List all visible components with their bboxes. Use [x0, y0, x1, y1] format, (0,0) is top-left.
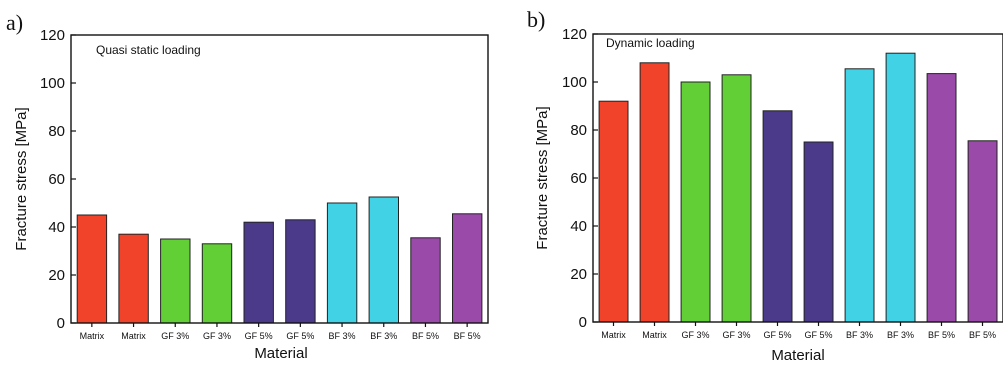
x-tick-label-a-1: Matrix	[80, 331, 105, 341]
x-axis-title-a: Material	[254, 345, 307, 362]
x-tick-label-a-10: BF 5%	[454, 331, 481, 341]
bar-a-5	[243, 221, 274, 324]
y-tick-label-b-20: 20	[570, 266, 587, 283]
plot-frame-a	[70, 34, 489, 324]
y-tick-label-b-0: 0	[579, 314, 587, 331]
bar-b-4	[721, 74, 752, 323]
bar-b-3	[680, 81, 711, 323]
chart-panel-a: a) Quasi static loading Material Fractur…	[6, 10, 489, 362]
y-tick-label-a-20: 20	[48, 267, 65, 284]
bar-b-9	[926, 73, 957, 323]
panel-label-b: b)	[527, 7, 545, 32]
y-tick-label-a-60: 60	[48, 171, 65, 188]
chart-panel-b: b) Dynamic loading Material Fracture str…	[527, 7, 1003, 364]
bar-b-8	[885, 52, 916, 323]
bar-a-4	[201, 243, 233, 324]
bar-a-3	[160, 238, 191, 324]
bar-a-7	[326, 202, 358, 324]
x-tick-label-b-9: BF 5%	[928, 330, 955, 340]
x-tick-label-b-2: Matrix	[642, 330, 667, 340]
bar-b-6	[803, 141, 834, 323]
plot-frame-b	[592, 33, 1003, 323]
bar-b-1	[598, 100, 629, 323]
panel-label-a: a)	[6, 10, 23, 35]
x-tick-label-a-8: BF 3%	[370, 331, 397, 341]
x-tick-label-b-10: BF 5%	[969, 330, 996, 340]
y-axis-title-a: Fracture stress [MPa]	[13, 107, 30, 250]
bar-b-5	[762, 110, 793, 323]
bars-a	[76, 196, 483, 324]
bar-a-10	[452, 213, 483, 324]
y-tick-label-a-120: 120	[40, 27, 65, 44]
y-tick-label-b-60: 60	[570, 170, 587, 187]
y-ticks-a: 0 20 40 60 80 100 120	[40, 27, 76, 332]
y-axis-title-b: Fracture stress [MPa]	[534, 106, 551, 249]
x-tick-label-b-5: GF 5%	[763, 330, 791, 340]
x-tick-label-a-5: GF 5%	[245, 331, 273, 341]
y-tick-label-b-40: 40	[570, 218, 587, 235]
x-ticks-a: Matrix Matrix GF 3% GF 3% GF 5% GF 5% BF 3% BF …	[80, 323, 481, 341]
y-tick-label-a-100: 100	[40, 75, 65, 92]
x-tick-label-a-7: BF 3%	[329, 331, 356, 341]
y-tick-label-b-120: 120	[562, 26, 587, 43]
annotation-quasi-static: Quasi static loading	[96, 43, 201, 57]
y-tick-label-a-80: 80	[48, 123, 65, 140]
x-tick-label-b-1: Matrix	[601, 330, 626, 340]
x-tick-label-a-4: GF 3%	[203, 331, 231, 341]
bar-a-2	[118, 233, 149, 324]
bar-a-1	[76, 214, 108, 324]
bar-a-8	[368, 196, 400, 324]
x-ticks-b: Matrix Matrix GF 3% GF 3% GF 5% GF 5% BF 3% BF …	[601, 322, 996, 340]
y-tick-label-a-0: 0	[57, 315, 65, 332]
y-tick-label-b-80: 80	[570, 122, 587, 139]
x-tick-label-a-3: GF 3%	[161, 331, 189, 341]
x-tick-label-b-3: GF 3%	[681, 330, 709, 340]
bar-a-6	[285, 219, 316, 324]
bar-b-7	[844, 68, 875, 323]
bar-b-2	[639, 62, 670, 323]
bar-b-10	[967, 140, 998, 323]
x-axis-title-b: Material	[771, 347, 824, 364]
x-tick-label-a-2: Matrix	[121, 331, 146, 341]
y-ticks-b: 0 20 40 60 80 100 120	[562, 26, 598, 331]
annotation-dynamic: Dynamic loading	[606, 36, 695, 50]
bars-b	[598, 52, 998, 323]
x-tick-label-b-4: GF 3%	[722, 330, 750, 340]
x-tick-label-b-8: BF 3%	[887, 330, 914, 340]
y-tick-label-a-40: 40	[48, 219, 65, 236]
y-tick-label-b-100: 100	[562, 74, 587, 91]
x-tick-label-b-6: GF 5%	[804, 330, 832, 340]
x-tick-label-a-6: GF 5%	[286, 331, 314, 341]
x-tick-label-b-7: BF 3%	[846, 330, 873, 340]
x-tick-label-a-9: BF 5%	[412, 331, 439, 341]
bar-a-9	[410, 237, 441, 324]
